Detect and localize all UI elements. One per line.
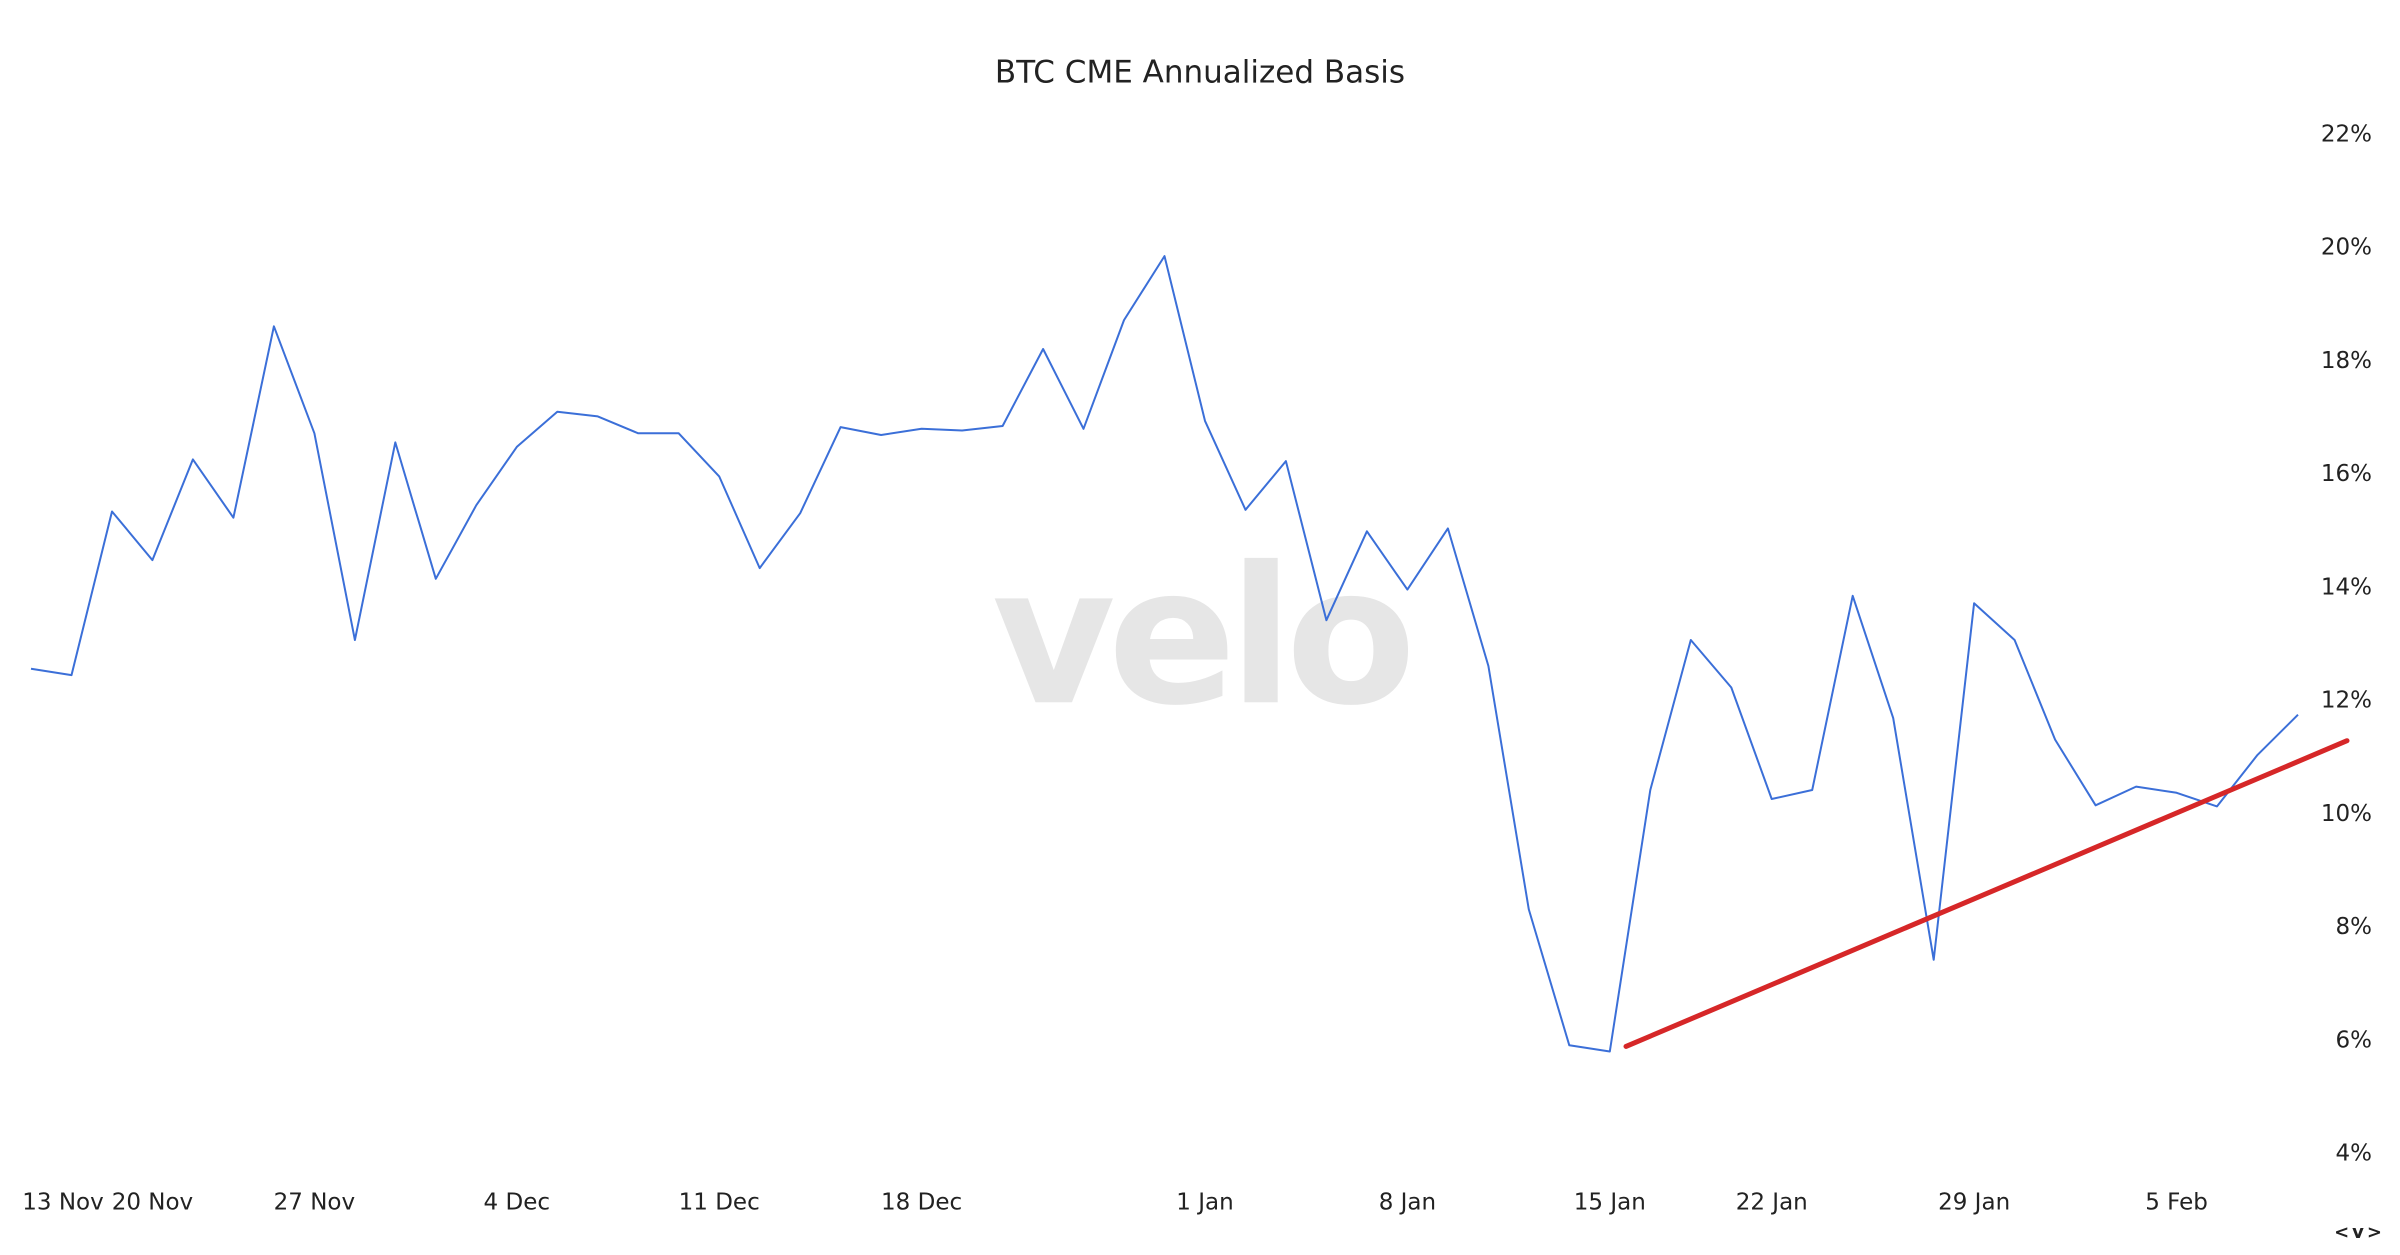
trend-line bbox=[1623, 738, 2350, 1049]
y-tick-label: 18% bbox=[2321, 348, 2372, 374]
y-tick-label: 20% bbox=[2321, 235, 2372, 261]
x-tick-label: 13 Nov bbox=[22, 1190, 103, 1216]
chart-title: BTC CME Annualized Basis bbox=[995, 55, 1405, 91]
x-tick-label: 4 Dec bbox=[484, 1190, 550, 1216]
watermark: velo bbox=[992, 526, 1409, 747]
x-tick-label: 20 Nov bbox=[112, 1190, 193, 1216]
x-tick-label: 1 Jan bbox=[1176, 1190, 1233, 1216]
x-tick-label: 11 Dec bbox=[679, 1190, 760, 1216]
x-tick-label: 27 Nov bbox=[274, 1190, 355, 1216]
y-tick-label: 4% bbox=[2336, 1141, 2373, 1167]
x-tick-label: 22 Jan bbox=[1736, 1190, 1808, 1216]
y-tick-label: 22% bbox=[2321, 122, 2372, 148]
x-tick-label: 15 Jan bbox=[1574, 1190, 1646, 1216]
data-line bbox=[30, 255, 2299, 1053]
y-tick-label: 10% bbox=[2321, 801, 2372, 827]
x-tick-label: 5 Feb bbox=[2145, 1190, 2208, 1216]
x-tick-label: 29 Jan bbox=[1938, 1190, 2010, 1216]
x-tick-label: 18 Dec bbox=[881, 1190, 962, 1216]
y-tick-label: 8% bbox=[2336, 914, 2373, 940]
x-tick-label: 8 Jan bbox=[1379, 1190, 1436, 1216]
y-tick-label: 12% bbox=[2321, 688, 2372, 714]
y-tick-label: 6% bbox=[2336, 1027, 2373, 1053]
corner-label[interactable]: <v> bbox=[2334, 1222, 2385, 1243]
y-tick-label: 14% bbox=[2321, 574, 2372, 600]
y-tick-label: 16% bbox=[2321, 461, 2372, 487]
